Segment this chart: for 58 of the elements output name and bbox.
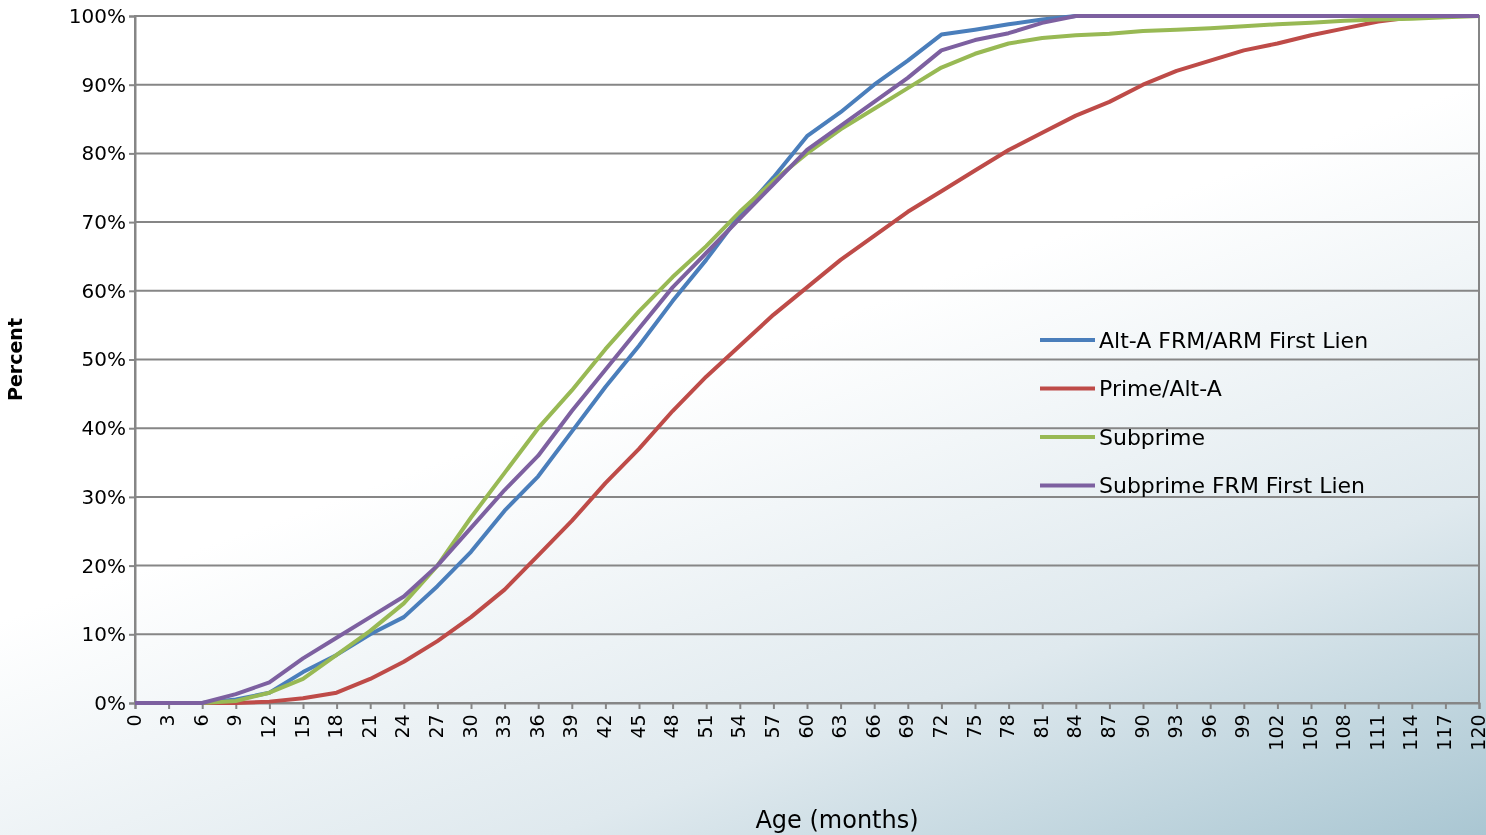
y-tick-label: 80%: [81, 141, 126, 166]
y-tick-label: 60%: [81, 278, 126, 303]
x-tick-label: 39: [559, 714, 582, 739]
y-tick-label: 100%: [68, 3, 126, 28]
y-tick-label: 50%: [81, 347, 126, 372]
x-tick-label: 111: [1365, 714, 1388, 751]
x-tick-label: 87: [1097, 714, 1119, 739]
x-tick-label: 27: [425, 714, 447, 739]
x-tick-label: 48: [660, 714, 683, 739]
x-tick-label: 120: [1466, 714, 1486, 751]
x-tick-label: 12: [257, 714, 279, 739]
y-tick-label: 0%: [94, 690, 126, 715]
x-tick-label: 18: [324, 714, 347, 739]
x-tick-label: 36: [525, 714, 548, 739]
x-tick-label: 72: [929, 714, 951, 739]
x-tick-label: 108: [1332, 714, 1355, 751]
y-tick-label: 10%: [81, 622, 126, 647]
x-tick-label: 102: [1265, 714, 1287, 751]
x-tick-label: 78: [996, 714, 1019, 739]
x-tick-label: 45: [626, 714, 649, 739]
x-tick-label: 84: [1063, 714, 1086, 739]
x-tick-label: 15: [290, 714, 313, 739]
x-tick-label: 69: [895, 714, 918, 739]
x-tick-label: 6: [189, 714, 212, 727]
x-tick-label: 57: [761, 714, 783, 739]
x-tick-label: 9: [223, 714, 246, 727]
x-tick-label: 63: [828, 714, 851, 739]
x-tick-label: 30: [458, 714, 481, 739]
x-tick-label: 81: [1029, 714, 1052, 739]
x-tick-label: 33: [492, 714, 515, 739]
x-tick-label: 0: [122, 714, 145, 727]
x-tick-label: 90: [1130, 714, 1153, 739]
x-tick-label: 54: [727, 714, 750, 739]
y-tick-label: 20%: [81, 553, 126, 578]
x-tick-label: 60: [794, 714, 817, 739]
x-tick-label: 117: [1433, 714, 1455, 751]
legend-label: Subprime FRM First Lien: [1099, 473, 1366, 499]
x-tick-label: 42: [593, 714, 615, 739]
y-axis-title: Percent: [4, 318, 26, 401]
x-tick-label: 93: [1164, 714, 1187, 739]
y-tick-label: 70%: [81, 210, 126, 234]
x-tick-label: 51: [693, 714, 716, 739]
y-tick-label: 90%: [81, 72, 126, 97]
x-tick-label: 114: [1399, 714, 1422, 751]
x-tick-label: 105: [1298, 714, 1321, 751]
x-tick-label: 75: [962, 714, 985, 739]
legend-label: Subprime: [1099, 424, 1205, 450]
y-tick-label: 40%: [81, 416, 126, 441]
x-tick-label: 3: [156, 714, 179, 727]
y-tick-label: 30%: [81, 484, 126, 509]
x-axis-title: Age (months): [755, 806, 919, 834]
x-tick-label: 96: [1197, 714, 1220, 739]
x-tick-label: 66: [861, 714, 884, 739]
legend-label: Prime/Alt-A: [1099, 376, 1222, 402]
x-tick-label: 99: [1231, 714, 1254, 739]
x-tick-label: 24: [391, 714, 414, 739]
x-tick-label: 21: [357, 714, 380, 739]
legend-label: Alt-A FRM/ARM First Lien: [1099, 327, 1369, 353]
